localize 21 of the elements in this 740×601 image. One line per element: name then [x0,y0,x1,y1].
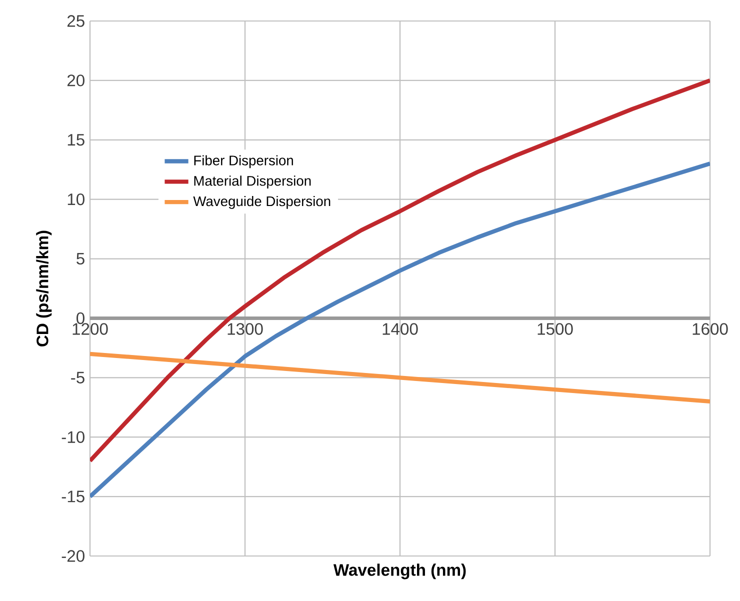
x-tick-label: 1600 [692,323,728,335]
x-axis-title: Wavelength (nm) [333,564,466,580]
y-tick-label: 25 [67,15,84,27]
legend-label: Waveguide Dispersion [193,196,330,209]
y-tick-label: 15 [68,134,84,146]
legend-label: Fiber Dispersion [194,155,293,168]
y-tick-label: 5 [76,252,84,265]
y-axis-title: CD (ps/nm/km) [36,230,52,346]
y-tick-label: 20 [67,74,84,86]
y-tick-label: -20 [62,550,84,562]
y-tick-label: -15 [62,490,84,502]
y-tick-label: -5 [71,372,84,384]
y-tick-label: 0 [76,312,84,324]
line-series [90,352,710,404]
legend-label: Material Dispersion [194,176,311,189]
x-tick-label: 1300 [228,323,263,335]
y-tick-label: 10 [68,193,84,206]
x-tick-label: 1500 [538,323,573,335]
y-tick-label: -10 [62,431,84,443]
x-tick-label: 1200 [72,323,108,335]
x-tick-label: 1400 [382,323,418,335]
